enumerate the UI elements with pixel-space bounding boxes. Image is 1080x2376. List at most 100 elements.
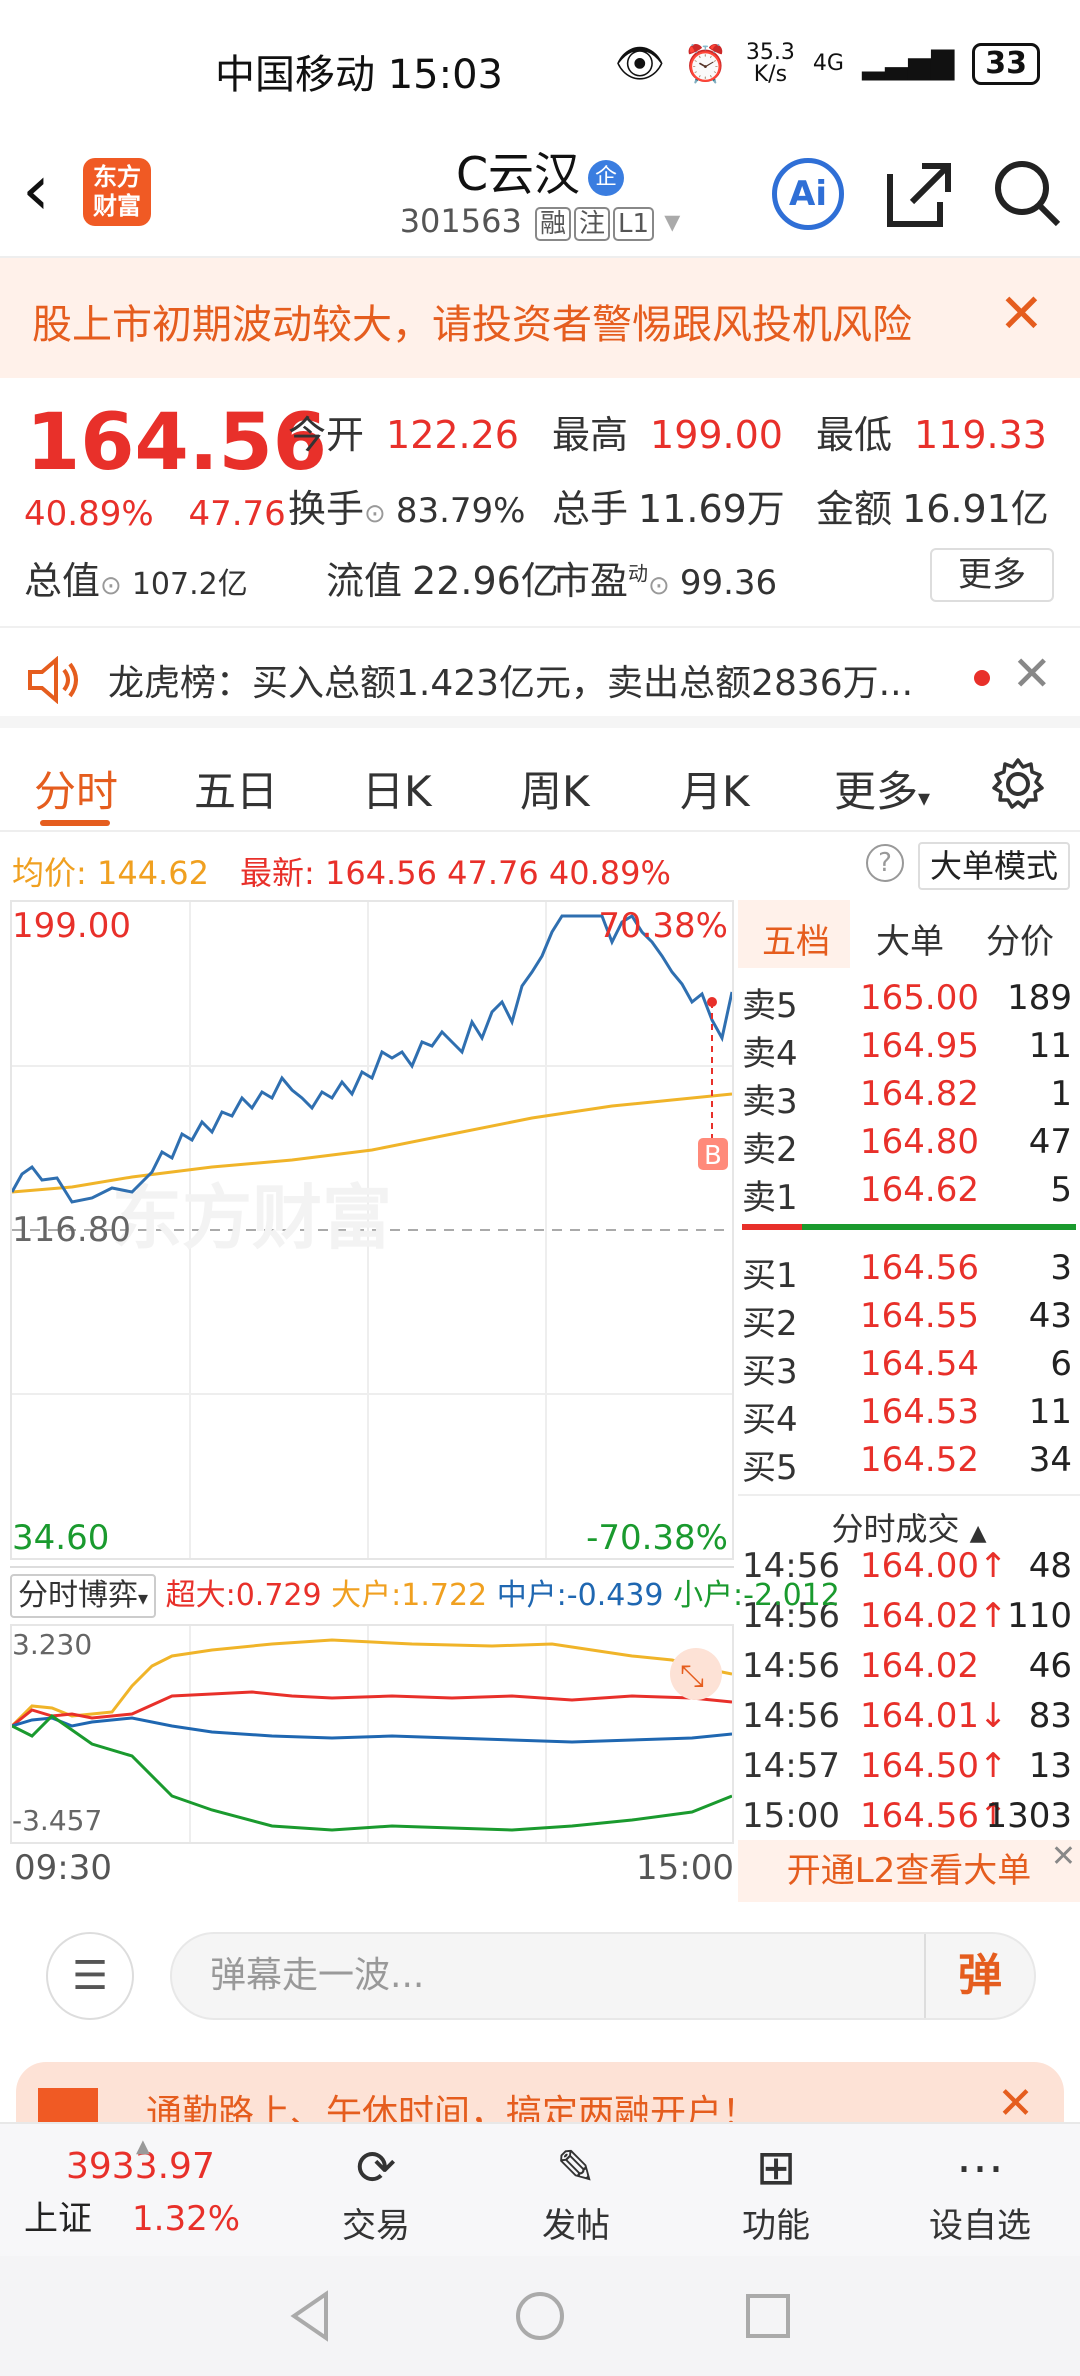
nav-post[interactable]: ✎ 发帖 bbox=[506, 2138, 646, 2247]
time-start: 09:30 bbox=[14, 1848, 112, 1888]
intraday-chart[interactable]: 东方财富 B 199.00 70.38% 116.80 34.60 -70.38… bbox=[10, 900, 734, 1560]
dragon-tiger-text: 龙虎榜：买入总额1.423亿元，卖出总额2836万... bbox=[108, 663, 914, 704]
search-icon[interactable] bbox=[988, 154, 1064, 230]
flow-max: 3.230 bbox=[12, 1628, 93, 1661]
big-order-mode-button[interactable]: 大单模式 bbox=[917, 842, 1070, 890]
info-icon: ⊙ bbox=[100, 571, 122, 601]
expand-icon bbox=[670, 1648, 722, 1700]
alarm-icon: ⏰ bbox=[683, 43, 728, 85]
quote-panel: 164.56 40.89% 47.76 今开 122.26 最高 199.00 最低… bbox=[0, 378, 1080, 628]
time-end: 15:00 bbox=[636, 1848, 734, 1888]
nav-add-watchlist[interactable]: ⋯ 设自选 bbox=[910, 2138, 1050, 2247]
active-tab-indicator bbox=[40, 820, 110, 826]
turnover-field[interactable]: 换手⊙ 83.79% bbox=[288, 487, 526, 531]
more-dots-icon: ⋯ bbox=[956, 2140, 1004, 2196]
large-flow-line bbox=[12, 1638, 732, 1728]
float-field: 流值 22.96亿 bbox=[326, 559, 559, 603]
trade-row: 14:56 164.01↓ 83 bbox=[742, 1696, 1072, 1736]
megaphone-icon bbox=[38, 2088, 98, 2122]
tab-five-levels[interactable]: 五档 bbox=[762, 922, 830, 962]
medium-flow: 中户:-0.439 bbox=[496, 1578, 664, 1613]
tab-monthly-k[interactable]: 月K bbox=[680, 767, 750, 816]
chart-high-price: 199.00 bbox=[12, 906, 131, 946]
tab-weekly-k[interactable]: 周K bbox=[520, 767, 590, 816]
tab-daily-k[interactable]: 日K bbox=[362, 767, 432, 816]
price-line bbox=[12, 913, 732, 1204]
back-triangle-icon[interactable] bbox=[282, 2286, 342, 2346]
tab-price-distribution[interactable]: 分价 bbox=[986, 922, 1054, 962]
close-icon[interactable]: ✕ bbox=[1050, 1839, 1076, 1874]
bid-ask-ratio-bar bbox=[742, 1224, 1076, 1230]
pe-field[interactable]: 市盈动⊙ 99.36 bbox=[552, 559, 778, 603]
buy-row-1: 买1 164.56 3 bbox=[742, 1248, 1072, 1296]
last-price: 164.56 bbox=[26, 398, 327, 488]
price-summary-bar: 均价: 144.62 最新: 164.56 47.76 40.89% ? 大单模… bbox=[0, 836, 1080, 896]
mktcap-field[interactable]: 总值⊙ 107.2亿 bbox=[24, 559, 248, 603]
tab-intraday[interactable]: 分时 bbox=[34, 767, 119, 816]
chart-tabs: 分时 五日 日K 周K 月K 更多▾ bbox=[0, 740, 1080, 832]
svg-text:⤡: ⤡ bbox=[680, 1659, 704, 1694]
gear-icon[interactable] bbox=[990, 756, 1046, 812]
index-value: 3933.97 bbox=[66, 2146, 215, 2187]
speaker-icon bbox=[28, 656, 78, 704]
eye-icon: 👁 bbox=[614, 41, 666, 87]
risk-warning-banner: 股上市初期波动较大，请投资者警惕跟风投机风险 ✕ bbox=[0, 258, 1080, 378]
tag-level: L1 bbox=[613, 207, 655, 241]
net-speed: 35.3 K/s bbox=[745, 39, 795, 87]
home-circle-icon[interactable] bbox=[510, 2286, 570, 2346]
close-icon[interactable]: ✕ bbox=[1011, 646, 1052, 702]
tab-big-orders[interactable]: 大单 bbox=[876, 922, 944, 962]
avg-price: 均价: 144.62 bbox=[12, 854, 209, 892]
stock-code-row[interactable]: 301563 融注 L1 ▾ bbox=[0, 202, 1080, 241]
sell-row-2: 卖2 164.80 47 bbox=[742, 1122, 1072, 1170]
fund-flow-chart[interactable]: ⤡ 3.230 -3.457 bbox=[10, 1624, 734, 1844]
nav-trade[interactable]: ⟳ 交易 bbox=[306, 2138, 446, 2247]
small-flow: 小户:-2.012 bbox=[673, 1578, 840, 1613]
sell-row-3: 卖3 164.82 1 bbox=[742, 1074, 1072, 1122]
amount-field: 金额 16.91亿 bbox=[816, 487, 1049, 531]
dragon-tiger-bar[interactable]: 龙虎榜：买入总额1.423亿元，卖出总额2836万... ✕ bbox=[0, 628, 1080, 728]
risk-warning-text: 股上市初期波动较大，请投资者警惕跟风投机风险 bbox=[32, 302, 912, 348]
enterprise-badge: 企 bbox=[588, 159, 625, 196]
danmu-bar: ☰ 弹幕走一波... 弹 bbox=[0, 1902, 1080, 2062]
trades-title[interactable]: 分时成交 ▲ bbox=[738, 1494, 1080, 1550]
super-large-flow: 超大:0.729 bbox=[165, 1578, 322, 1613]
tab-more[interactable]: 更多▾ bbox=[834, 767, 931, 816]
close-icon[interactable]: ✕ bbox=[998, 282, 1044, 345]
top-nav: ‹ 东方 财富 C云汉企 301563 融注 L1 ▾ Ai bbox=[0, 130, 1080, 258]
back-icon[interactable]: ‹ bbox=[22, 149, 50, 231]
danmu-send-button[interactable]: 弹 bbox=[924, 1934, 1034, 2018]
system-nav-bar bbox=[0, 2256, 1080, 2376]
open-field: 今开 122.26 bbox=[288, 413, 519, 457]
close-icon[interactable]: ✕ bbox=[997, 2078, 1034, 2122]
share-icon[interactable] bbox=[882, 156, 958, 232]
buy-marker-label: B bbox=[704, 1141, 722, 1171]
open-l2-button[interactable]: 开通L2查看大单 ✕ bbox=[738, 1839, 1080, 1902]
help-icon[interactable]: ? bbox=[866, 844, 904, 882]
yen-cycle-icon: ⟳ bbox=[355, 2140, 397, 2196]
promo-banner[interactable]: 通勤路上、午休时间，搞定两融开户！ ✕ bbox=[16, 2062, 1064, 2122]
trade-row: 14:57 164.50↑ 13 bbox=[742, 1746, 1072, 1786]
danmu-input[interactable]: 弹幕走一波... bbox=[170, 1932, 1036, 2020]
clock: 15:03 bbox=[387, 52, 503, 98]
trade-row: 14:56 164.02 46 bbox=[742, 1646, 1072, 1686]
index-quote[interactable]: ▲ 3933.97 上证 1.32% bbox=[24, 2136, 274, 2240]
collapse-icon: ▲ bbox=[969, 1521, 987, 1546]
nav-functions[interactable]: ⊞ 功能 bbox=[706, 2138, 846, 2247]
sell-row-4: 卖4 164.95 11 bbox=[742, 1026, 1072, 1074]
grid-icon: ⊞ bbox=[755, 2140, 797, 2196]
low-field: 最低 119.33 bbox=[816, 413, 1047, 457]
dropdown-icon: ▾ bbox=[918, 784, 931, 812]
tab-five-day[interactable]: 五日 bbox=[194, 767, 279, 816]
danmu-settings-icon[interactable]: ☰ bbox=[46, 1932, 134, 2020]
buy-row-5: 买5 164.52 34 bbox=[742, 1440, 1072, 1488]
chart-low-pct: -70.38% bbox=[586, 1518, 728, 1558]
more-button[interactable]: 更多 bbox=[930, 548, 1054, 602]
expand-up-icon: ▲ bbox=[136, 2136, 150, 2157]
watermark: 东方财富 bbox=[112, 1179, 392, 1257]
app-logo[interactable]: 东方 财富 bbox=[83, 158, 151, 226]
avg-price-line bbox=[12, 1092, 732, 1194]
ai-button[interactable]: Ai bbox=[772, 158, 844, 230]
recents-square-icon[interactable] bbox=[738, 2286, 798, 2346]
flow-selector[interactable]: 分时博弈▾ bbox=[10, 1574, 157, 1618]
